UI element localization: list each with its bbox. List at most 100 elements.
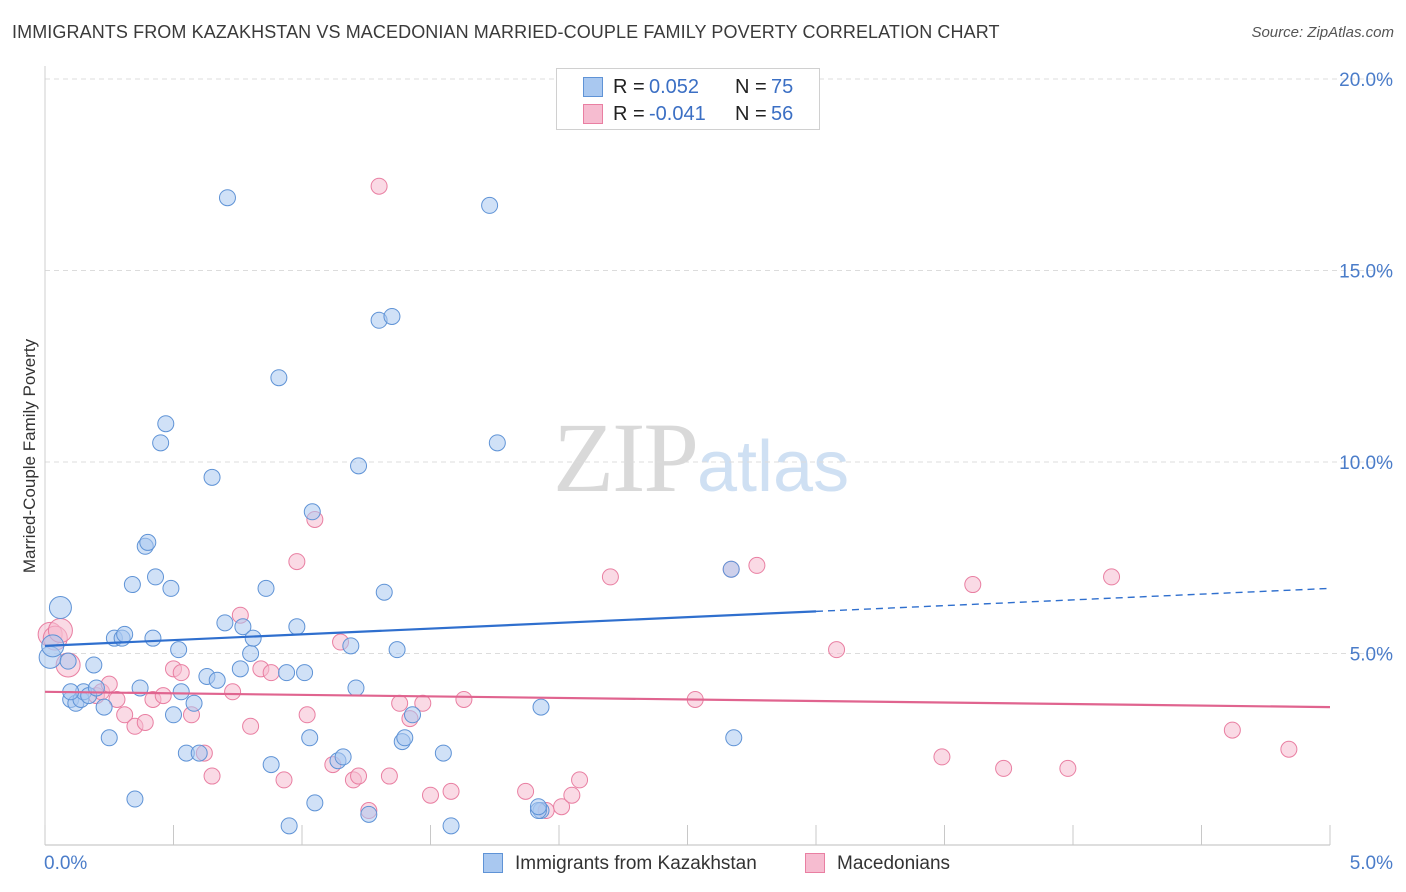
y-tick-label: 20.0% bbox=[1339, 70, 1393, 91]
kazakhstan-point bbox=[59, 652, 77, 670]
x-tick-label: 0.0% bbox=[44, 853, 87, 874]
kazakhstan-point bbox=[278, 664, 296, 682]
kazakhstan-point bbox=[334, 748, 352, 766]
kazakhstan-point bbox=[244, 629, 262, 647]
macedonians-point bbox=[242, 717, 260, 735]
macedonians-point bbox=[224, 683, 242, 701]
y-tick-label: 10.0% bbox=[1339, 453, 1393, 474]
kazakhstan-point bbox=[95, 698, 113, 716]
macedonians-point bbox=[455, 690, 473, 708]
kazakhstan-point bbox=[208, 671, 226, 689]
macedonians-point bbox=[442, 782, 460, 800]
macedonians-point bbox=[1280, 740, 1298, 758]
macedonians-point bbox=[136, 713, 154, 731]
kazakhstan-point bbox=[147, 568, 165, 586]
macedonians-point bbox=[553, 798, 571, 816]
macedonians-point bbox=[380, 767, 398, 785]
kazakhstan-point bbox=[288, 618, 306, 636]
macedonians-point bbox=[116, 706, 134, 724]
macedonians-point bbox=[828, 641, 846, 659]
macedonians-point bbox=[964, 576, 982, 594]
chart-title: IMMIGRANTS FROM KAZAKHSTAN VS MACEDONIAN… bbox=[12, 22, 1000, 42]
kazakhstan-point bbox=[404, 706, 422, 724]
kazakhstan-point bbox=[139, 533, 157, 551]
legend-r-value: -0.041 bbox=[649, 102, 706, 125]
kazakhstan-point bbox=[442, 817, 460, 835]
watermark: ZIPatlas bbox=[553, 400, 849, 515]
series-label-macedonians: Macedonians bbox=[837, 853, 951, 874]
kazakhstan-point bbox=[48, 596, 72, 620]
kazakhstan-point bbox=[234, 618, 252, 636]
kazakhstan-point bbox=[170, 641, 188, 659]
kazakhstan-point bbox=[350, 457, 368, 475]
legend-n-value: 75 bbox=[771, 75, 794, 98]
kazakhstan-point bbox=[231, 660, 249, 678]
macedonians-point bbox=[172, 664, 190, 682]
kazakhstan-point bbox=[126, 790, 144, 808]
kazakhstan-point bbox=[190, 744, 208, 762]
x-tick-label: 5.0% bbox=[1350, 853, 1393, 874]
kazakhstan-point bbox=[722, 560, 740, 578]
kazakhstan-point bbox=[172, 683, 190, 701]
kazakhstan-point bbox=[144, 629, 162, 647]
macedonians-point bbox=[995, 759, 1013, 777]
y-tick-label: 5.0% bbox=[1350, 645, 1393, 666]
kazakhstan-point bbox=[347, 679, 365, 697]
kazakhstan-point bbox=[725, 729, 743, 747]
series-swatch-blue bbox=[483, 853, 503, 873]
series-legend: Immigrants from Kazakhstan Macedonians bbox=[0, 852, 1406, 878]
macedonians-point bbox=[571, 771, 589, 789]
kazakhstan-point bbox=[383, 307, 401, 325]
kazakhstan-point bbox=[481, 196, 499, 214]
series-swatch-pink bbox=[805, 853, 825, 873]
y-tick-label: 15.0% bbox=[1339, 262, 1393, 283]
macedonians-point bbox=[391, 694, 409, 712]
kazakhstan-trend-line bbox=[44, 610, 817, 647]
legend-n-label: N = bbox=[735, 75, 767, 98]
macedonians-point bbox=[262, 664, 280, 682]
kazakhstan-point bbox=[116, 625, 134, 643]
macedonians-point bbox=[933, 748, 951, 766]
legend-r-label: R = bbox=[613, 102, 645, 125]
kazakhstan-point bbox=[152, 434, 170, 452]
kazakhstan-point bbox=[100, 729, 118, 747]
kazakhstan-point bbox=[218, 189, 236, 207]
watermark-zip: ZIP bbox=[553, 402, 699, 513]
kazakhstan-point bbox=[257, 579, 275, 597]
macedonians-point bbox=[1059, 759, 1077, 777]
kazakhstan-point bbox=[301, 729, 319, 747]
macedonians-point bbox=[298, 706, 316, 724]
kazakhstan-point bbox=[157, 415, 175, 433]
macedonians-point bbox=[1103, 568, 1121, 586]
kazakhstan-point bbox=[280, 817, 298, 835]
macedonians-point bbox=[108, 690, 126, 708]
macedonians-point bbox=[1223, 721, 1241, 739]
kazakhstan-point bbox=[185, 694, 203, 712]
macedonians-point bbox=[517, 782, 535, 800]
kazakhstan-point bbox=[375, 583, 393, 601]
kazakhstan-point bbox=[262, 756, 280, 774]
macedonians-point bbox=[203, 767, 221, 785]
macedonians-point bbox=[350, 767, 368, 785]
kazakhstan-point bbox=[360, 805, 378, 823]
kazakhstan-point bbox=[396, 729, 414, 747]
macedonians-point bbox=[563, 786, 581, 804]
legend-r-value: 0.052 bbox=[649, 75, 700, 98]
kazakhstan-point bbox=[242, 645, 260, 662]
kazakhstan-point bbox=[306, 794, 324, 812]
macedonians-point bbox=[422, 786, 439, 804]
source-credit: Source: ZipAtlas.com bbox=[1251, 24, 1394, 41]
kazakhstan-point bbox=[123, 576, 141, 594]
legend-swatch-blue bbox=[583, 77, 603, 97]
kazakhstan-point bbox=[388, 641, 406, 659]
legend-r-label: R = bbox=[613, 75, 645, 98]
kazakhstan-point bbox=[85, 656, 103, 674]
macedonians-trend-line bbox=[44, 690, 1331, 709]
watermark-atlas: atlas bbox=[697, 427, 850, 507]
kazakhstan-point bbox=[203, 468, 221, 486]
kazakhstan-point bbox=[342, 637, 360, 655]
kazakhstan-point bbox=[529, 798, 547, 816]
series-label-kazakhstan: Immigrants from Kazakhstan bbox=[515, 853, 757, 874]
kazakhstan-point bbox=[165, 706, 182, 724]
